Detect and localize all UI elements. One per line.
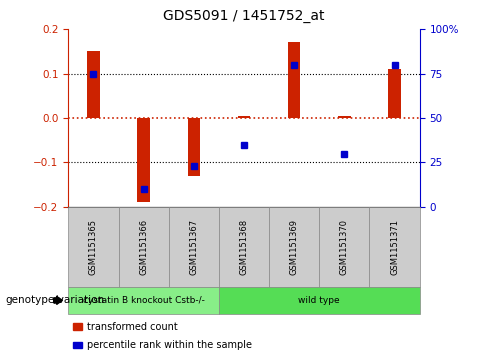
Text: cystatin B knockout Cstb-/-: cystatin B knockout Cstb-/- [82, 296, 204, 305]
Text: GSM1151371: GSM1151371 [390, 219, 399, 275]
Bar [238, 116, 250, 118]
Text: GSM1151365: GSM1151365 [89, 219, 98, 275]
Bar [187, 118, 200, 176]
Text: GSM1151370: GSM1151370 [340, 219, 349, 275]
Text: wild type: wild type [299, 296, 340, 305]
Text: genotype/variation: genotype/variation [5, 295, 104, 305]
Bar [338, 116, 351, 118]
Bar [137, 118, 150, 203]
Text: percentile rank within the sample: percentile rank within the sample [87, 340, 252, 350]
Text: GSM1151369: GSM1151369 [290, 219, 299, 275]
Text: GSM1151368: GSM1151368 [240, 219, 248, 275]
Text: GSM1151366: GSM1151366 [139, 219, 148, 275]
Text: transformed count: transformed count [87, 322, 178, 332]
Bar [288, 42, 301, 118]
Text: GSM1151367: GSM1151367 [189, 219, 198, 275]
Text: GDS5091 / 1451752_at: GDS5091 / 1451752_at [163, 9, 325, 23]
Bar [87, 51, 100, 118]
Bar [388, 69, 401, 118]
